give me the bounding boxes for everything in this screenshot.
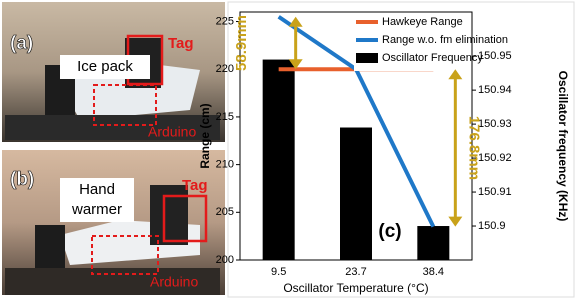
y-tick-label: 205 <box>216 206 234 218</box>
y-tick-label: 215 <box>216 111 234 123</box>
board-label: Arduino <box>150 274 198 290</box>
y-tick-label: 210 <box>216 159 234 171</box>
bar <box>340 128 372 260</box>
y-tick-label: 225 <box>216 15 234 27</box>
object-label-box: Hand warmer <box>60 178 134 222</box>
y2-axis-label: Oscillator frequency (KHz) <box>556 71 570 222</box>
y-tick-label: 200 <box>216 254 234 266</box>
object-label: Hand warmer <box>60 178 134 220</box>
bar <box>263 60 295 260</box>
y2-tick-label: 150.95 <box>478 50 512 62</box>
tag-label: Tag <box>168 35 194 52</box>
x-tick-label: 38.4 <box>423 266 444 278</box>
legend-label: Oscillator Frequency <box>382 52 483 64</box>
bar <box>417 226 449 260</box>
y-tick-label: 220 <box>216 63 234 75</box>
legend-swatch <box>356 53 378 63</box>
board-label: Arduino <box>148 124 196 140</box>
tag-label: Tag <box>182 177 208 194</box>
annotation: 176.8mm <box>465 116 482 180</box>
x-tick-label: 23.7 <box>345 266 366 278</box>
y2-tick-label: 150.94 <box>478 84 512 96</box>
legend-label: Hawkeye Range <box>382 16 463 28</box>
object-label: Ice pack <box>77 58 133 75</box>
figure: (a) Ice pack Tag Arduino (b) Hand warmer… <box>0 0 576 299</box>
y-axis-label: Range (cm) <box>198 103 212 168</box>
panel-label: (b) <box>10 169 34 190</box>
annotation: 58.9mm <box>233 15 250 71</box>
panel-label: (c) <box>378 221 401 242</box>
legend-label: Range w.o. fm elimination <box>382 34 508 46</box>
x-axis-label: Oscillator Temperature (°C) <box>283 281 428 295</box>
x-tick-label: 9.5 <box>271 266 286 278</box>
y2-tick-label: 150.91 <box>478 186 512 198</box>
y2-tick-label: 150.9 <box>478 220 506 232</box>
panel-label: (a) <box>10 33 33 54</box>
